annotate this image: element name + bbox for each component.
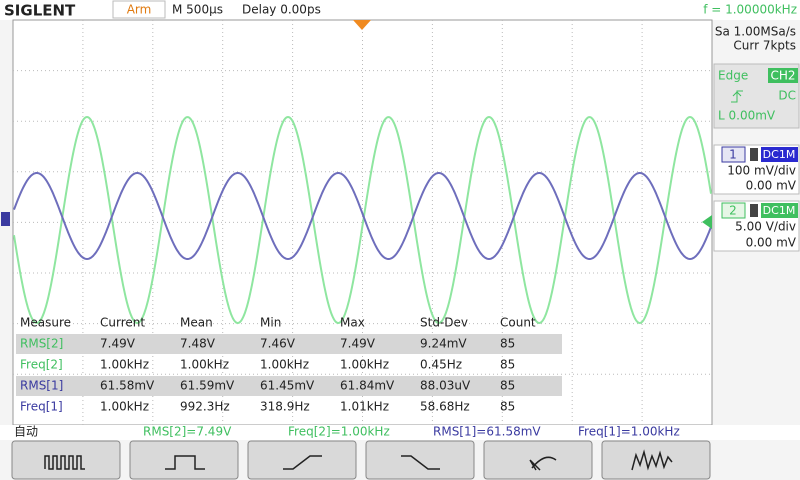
softkey-row: [11, 440, 711, 480]
measure-value: 58.68Hz: [420, 400, 470, 414]
measure-value: 7.46V: [260, 337, 296, 351]
measure-value: 1.00kHz: [340, 358, 389, 372]
measure-value: 85: [500, 337, 515, 351]
ch2-marker: [702, 215, 712, 229]
ch1-number: 1: [729, 148, 737, 162]
measure-value: 318.9Hz: [260, 400, 310, 414]
ch2-number: 2: [729, 204, 737, 218]
measure-name: RMS[1]: [20, 379, 63, 393]
softkey[interactable]: [601, 440, 711, 480]
trigger-state: Arm: [127, 3, 152, 17]
ch1-marker: [1, 212, 10, 226]
memory-depth: Curr 7kpts: [733, 39, 796, 53]
measure-value: 992.3Hz: [180, 400, 230, 414]
ch2-coupling: DC1M: [763, 204, 796, 217]
softkey-icon: [283, 455, 322, 470]
softkey[interactable]: [365, 440, 475, 480]
measure-header: Current: [100, 316, 145, 330]
measure-value: 61.84mV: [340, 379, 395, 393]
measure-value: 1.00kHz: [180, 358, 229, 372]
softkey[interactable]: [129, 440, 239, 480]
delay: Delay 0.00ps: [242, 3, 321, 17]
measure-value: 7.49V: [340, 337, 376, 351]
ch1-scale: 100 mV/div: [727, 164, 796, 178]
measure-value: 61.58mV: [100, 379, 155, 393]
sample-rate: Sa 1.00MSa/s: [715, 25, 796, 39]
timebase: M 500μs: [172, 3, 223, 17]
measure-header: Std-Dev: [420, 316, 468, 330]
edge-icon: [731, 90, 743, 103]
softkey[interactable]: [247, 440, 357, 480]
ch1-number-box: [721, 146, 746, 163]
measure-name: Freq[1]: [20, 400, 63, 414]
softkey[interactable]: [11, 440, 121, 480]
status-measure: Freq[2]=1.00kHz: [288, 425, 390, 439]
measure-value: 9.24mV: [420, 337, 467, 351]
ch2-scale: 5.00 V/div: [735, 220, 796, 234]
measure-value: 61.59mV: [180, 379, 235, 393]
measure-value: 85: [500, 400, 515, 414]
measure-value: 7.48V: [180, 337, 216, 351]
softkey-icon: [44, 455, 85, 470]
measure-name: Freq[2]: [20, 358, 63, 372]
ch1-coupling-box: [761, 147, 798, 162]
measure-value: 1.00kHz: [260, 358, 309, 372]
status-bar: [0, 425, 800, 440]
ch1-icon: [750, 148, 758, 161]
ch2-icon: [750, 204, 758, 217]
trigger-source: CH2: [770, 69, 795, 83]
trigger-source-box: [768, 68, 798, 83]
measure-header: Measure: [20, 316, 71, 330]
measure-value: 85: [500, 358, 515, 372]
measure-row-bg: [16, 376, 562, 396]
top-bar: [0, 0, 800, 20]
auto-mode: 自动: [14, 425, 38, 439]
status-measure: RMS[1]=61.58mV: [433, 425, 541, 439]
measure-value: 1.01kHz: [340, 400, 389, 414]
measure-header: Max: [340, 316, 365, 330]
measure-value: 0.45Hz: [420, 358, 462, 372]
ch1-trace: [13, 172, 712, 261]
measure-name: RMS[2]: [20, 337, 63, 351]
state-box: [112, 0, 166, 19]
trigger-mode: Edge: [718, 69, 748, 83]
trigger-level: L 0.00mV: [718, 109, 776, 123]
softkey[interactable]: [483, 440, 593, 480]
ch2-offset: 0.00 mV: [746, 236, 797, 250]
trigger-coupling: DC: [778, 89, 796, 103]
brand: SIGLENT: [4, 2, 76, 20]
status-measure: Freq[1]=1.00kHz: [578, 425, 680, 439]
status-measure: RMS[2]=7.49V: [143, 425, 232, 439]
measure-value: 88.03uV: [420, 379, 471, 393]
measure-header: Min: [260, 316, 281, 330]
measure-value: 61.45mV: [260, 379, 315, 393]
trigger-position-marker: [353, 20, 371, 30]
measure-row-bg: [16, 334, 562, 354]
measure-header: Mean: [180, 316, 213, 330]
ch2-number-box: [721, 202, 746, 219]
measure-value: 85: [500, 379, 515, 393]
measure-value: 7.49V: [100, 337, 136, 351]
measure-value: 1.00kHz: [100, 400, 149, 414]
measure-value: 1.00kHz: [100, 358, 149, 372]
softkey-icon: [401, 455, 440, 470]
ch1-coupling: DC1M: [763, 148, 796, 161]
ch1-offset: 0.00 mV: [746, 179, 797, 193]
frequency: f = 1.00000kHz: [703, 3, 797, 17]
waveform-area: [12, 19, 713, 426]
softkey-icon: [165, 455, 205, 470]
softkey-icon: [631, 449, 673, 471]
ch2-coupling-box: [761, 203, 798, 218]
measure-header: Count: [500, 316, 536, 330]
softkey-icon: [529, 456, 557, 471]
ch2-trace: [13, 115, 712, 325]
